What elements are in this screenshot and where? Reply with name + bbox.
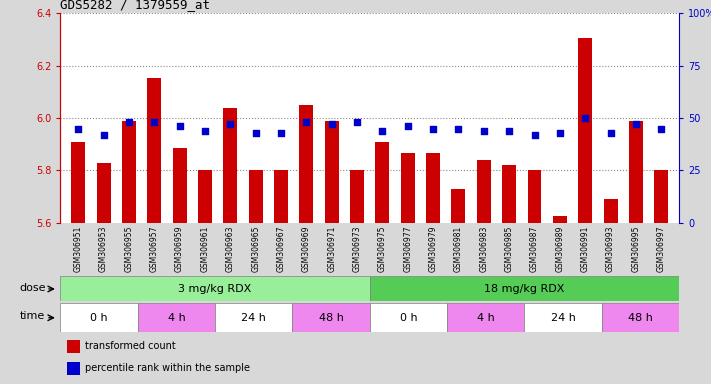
Text: percentile rank within the sample: percentile rank within the sample (85, 363, 250, 373)
Bar (654, 170, 668, 223)
Text: 4 h: 4 h (168, 313, 186, 323)
Bar (67, 339, 80, 353)
Text: GSM306979: GSM306979 (429, 225, 437, 272)
Text: 3 mg/kg RDX: 3 mg/kg RDX (178, 284, 252, 294)
Bar (122, 121, 136, 223)
Bar (477, 160, 491, 223)
Bar (138, 303, 215, 332)
Point (478, 127, 489, 134)
Bar (629, 121, 643, 223)
Text: 4 h: 4 h (477, 313, 495, 323)
Point (656, 126, 667, 132)
Point (605, 130, 616, 136)
Bar (198, 170, 212, 223)
Text: GSM306951: GSM306951 (74, 225, 82, 272)
Bar (274, 170, 288, 223)
Text: GSM306983: GSM306983 (479, 225, 488, 272)
Bar (602, 303, 679, 332)
Text: 24 h: 24 h (550, 313, 575, 323)
Text: GSM306987: GSM306987 (530, 225, 539, 272)
Bar (71, 142, 85, 223)
Text: GSM306985: GSM306985 (505, 225, 513, 272)
Text: GSM306963: GSM306963 (226, 225, 235, 272)
Point (149, 119, 160, 125)
Point (453, 126, 464, 132)
Text: GSM306955: GSM306955 (124, 225, 134, 272)
Bar (524, 303, 602, 332)
Bar (553, 216, 567, 223)
Bar (67, 362, 80, 375)
Bar (325, 121, 338, 223)
Text: GSM306977: GSM306977 (403, 225, 412, 272)
Text: GSM306981: GSM306981 (454, 225, 463, 271)
Point (377, 127, 388, 134)
Point (73, 126, 84, 132)
Bar (502, 165, 516, 223)
Bar (451, 189, 466, 223)
Point (529, 132, 540, 138)
Text: time: time (20, 311, 45, 321)
Bar (401, 153, 415, 223)
Text: GSM306973: GSM306973 (353, 225, 362, 272)
Text: GSM306965: GSM306965 (251, 225, 260, 272)
Bar (370, 303, 447, 332)
Point (427, 126, 439, 132)
Text: 0 h: 0 h (400, 313, 417, 323)
Point (402, 123, 413, 129)
Text: dose: dose (19, 283, 46, 293)
Point (579, 115, 591, 121)
Bar (350, 170, 364, 223)
Text: 0 h: 0 h (90, 313, 108, 323)
Text: GSM306969: GSM306969 (302, 225, 311, 272)
Bar (426, 153, 440, 223)
Bar (147, 78, 161, 223)
Text: transformed count: transformed count (85, 341, 176, 351)
Bar (60, 303, 138, 332)
Bar (528, 170, 542, 223)
Point (275, 130, 287, 136)
Text: GSM306953: GSM306953 (99, 225, 108, 272)
Point (630, 121, 641, 127)
Point (174, 123, 186, 129)
Bar (375, 142, 390, 223)
Text: GDS5282 / 1379559_at: GDS5282 / 1379559_at (60, 0, 210, 11)
Text: 48 h: 48 h (628, 313, 653, 323)
Bar (249, 170, 262, 223)
Text: 48 h: 48 h (319, 313, 343, 323)
Bar (60, 276, 370, 301)
Point (503, 127, 515, 134)
Text: GSM306993: GSM306993 (606, 225, 615, 272)
Text: GSM306971: GSM306971 (327, 225, 336, 272)
Point (123, 119, 134, 125)
Point (554, 130, 565, 136)
Point (351, 119, 363, 125)
Point (225, 121, 236, 127)
Text: GSM306975: GSM306975 (378, 225, 387, 272)
Bar (223, 108, 237, 223)
Text: 18 mg/kg RDX: 18 mg/kg RDX (484, 284, 565, 294)
Bar (604, 199, 618, 223)
Text: GSM306997: GSM306997 (657, 225, 665, 272)
Bar (292, 303, 370, 332)
Bar (97, 162, 110, 223)
Point (98, 132, 109, 138)
Point (326, 121, 338, 127)
Text: GSM306995: GSM306995 (631, 225, 641, 272)
Point (199, 127, 210, 134)
Point (250, 130, 262, 136)
Text: GSM306967: GSM306967 (277, 225, 286, 272)
Text: GSM306989: GSM306989 (555, 225, 565, 272)
Bar (215, 303, 292, 332)
Bar (299, 105, 314, 223)
Text: GSM306961: GSM306961 (201, 225, 210, 272)
Bar (370, 276, 679, 301)
Text: GSM306959: GSM306959 (175, 225, 184, 272)
Bar (173, 148, 186, 223)
Text: 24 h: 24 h (241, 313, 266, 323)
Point (301, 119, 312, 125)
Text: GSM306957: GSM306957 (150, 225, 159, 272)
Text: GSM306991: GSM306991 (581, 225, 589, 272)
Bar (447, 303, 524, 332)
Bar (578, 38, 592, 223)
